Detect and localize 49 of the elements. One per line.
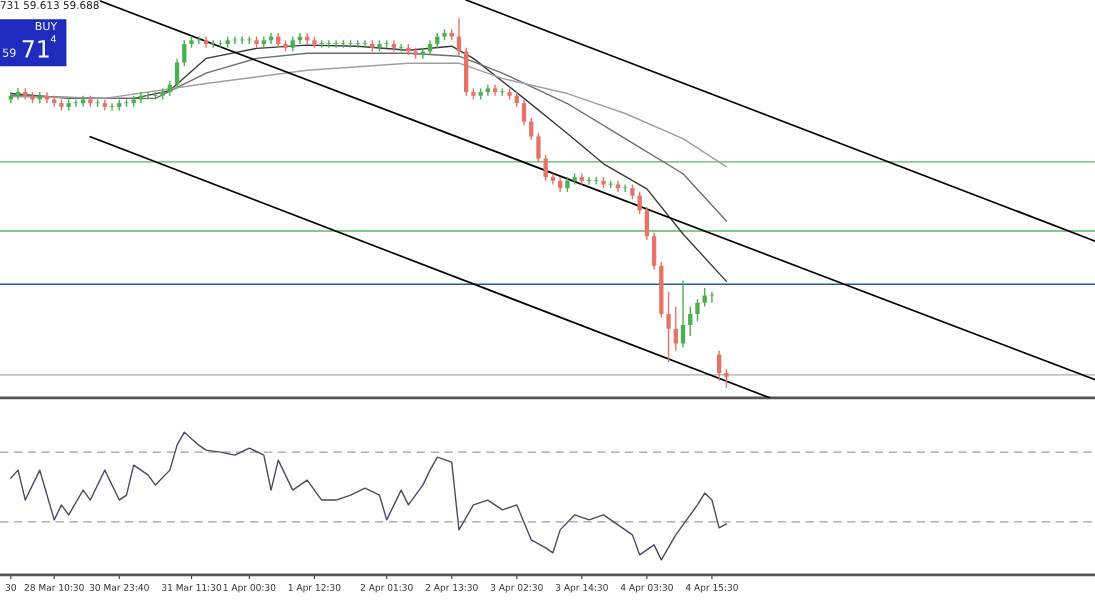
candlestick xyxy=(615,180,621,193)
candlestick xyxy=(550,172,556,186)
candlestick xyxy=(724,368,729,389)
x-tick-label: 4 Apr 15:30 xyxy=(685,583,738,593)
candlestick xyxy=(146,91,151,101)
x-tick-label: 30 Mar 23:40 xyxy=(89,583,149,591)
candlestick xyxy=(109,102,115,112)
candlestick xyxy=(261,35,266,49)
candlestick xyxy=(521,98,527,127)
candlestick xyxy=(398,43,404,53)
x-tick-label: 3 Apr 14:30 xyxy=(555,583,608,593)
candlestick xyxy=(492,83,498,97)
candlestick xyxy=(680,279,686,348)
candlestick xyxy=(716,350,722,382)
candlestick xyxy=(688,305,693,337)
x-tick-label: 2 Apr 01:30 xyxy=(360,583,413,593)
candlestick xyxy=(15,87,21,101)
candlestick xyxy=(362,39,368,49)
candlestick xyxy=(586,176,592,186)
candlestick xyxy=(420,46,425,60)
x-tick-label: 2 Apr 13:30 xyxy=(425,583,478,593)
annotation: BUY xyxy=(35,22,58,31)
candlestick xyxy=(536,132,541,163)
x-tick-label: 4 Apr 03:30 xyxy=(620,583,673,593)
candlestick xyxy=(485,83,491,97)
x-tick-label: 3 Apr 02:30 xyxy=(490,583,543,593)
annotation: 71 xyxy=(22,40,49,58)
candlestick xyxy=(333,39,339,49)
candlestick xyxy=(391,39,397,53)
candlestick xyxy=(73,98,79,108)
x-tick-label: 31 Mar 11:30 xyxy=(162,583,222,591)
x-tick-label: 1 Apr 12:30 xyxy=(288,583,341,593)
x-tick-label: 30 xyxy=(5,583,16,591)
candlestick xyxy=(326,39,332,49)
candlestick xyxy=(80,95,86,108)
annotation: 4 xyxy=(50,35,57,43)
candlestick xyxy=(182,39,187,67)
text: 731 59.613 59.688 xyxy=(0,1,99,9)
candlestick xyxy=(579,172,584,186)
candlestick xyxy=(174,58,180,90)
x-tick-label: 1 Apr 00:30 xyxy=(223,583,276,593)
candlestick xyxy=(666,291,671,363)
x-tick-label: 28 Mar 10:30 xyxy=(24,583,84,591)
candlestick xyxy=(203,35,209,49)
candlestick xyxy=(695,298,700,322)
annotation: 59 xyxy=(3,48,16,57)
candlestick xyxy=(702,287,707,308)
candlestick xyxy=(637,191,642,215)
candlestick xyxy=(543,154,548,182)
